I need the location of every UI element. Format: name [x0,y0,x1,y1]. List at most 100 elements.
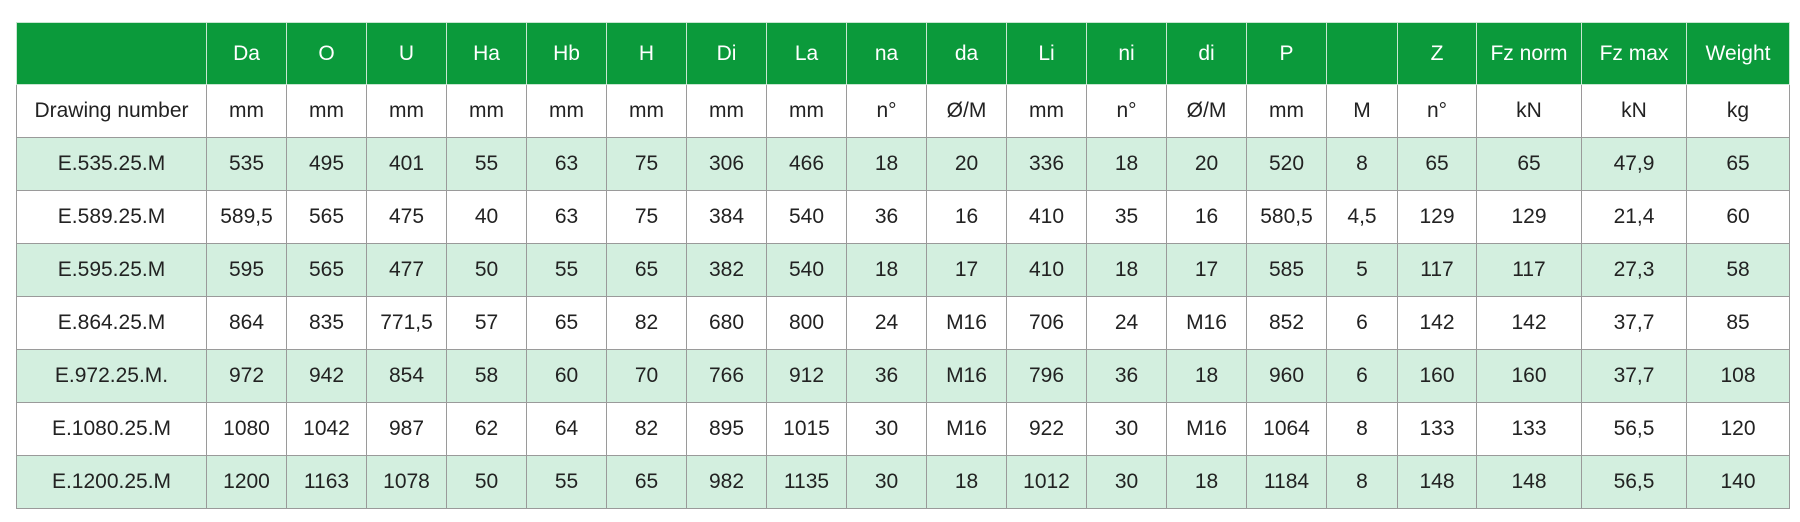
table-wrap: Da O U Ha Hb H Di La na da Li ni di P Z Fz norm Fz max We… [16,22,1790,509]
cell: 1064 [1246,402,1327,456]
cell: 942 [286,349,367,403]
cell: 410 [1006,190,1087,244]
cell: 410 [1006,243,1087,297]
cell: di [1166,22,1247,85]
cell: 18 [846,243,927,297]
cell: 129 [1397,190,1477,244]
cell: kN [1581,84,1687,138]
cell: 27,3 [1581,243,1687,297]
cell: 6 [1326,296,1398,350]
cell: 8 [1326,137,1398,191]
cell: n° [1086,84,1167,138]
cell: 75 [606,137,687,191]
cell: Ø/M [926,84,1007,138]
cell: 382 [686,243,767,297]
cell: mm [206,84,287,138]
cell: 1135 [766,455,847,509]
cell: 495 [286,137,367,191]
cell: 60 [1686,190,1790,244]
cell: 982 [686,455,767,509]
cell: 766 [686,349,767,403]
cell: 800 [766,296,847,350]
cell: 912 [766,349,847,403]
cell: 18 [1086,137,1167,191]
cell: 30 [1086,455,1167,509]
cell: 55 [446,137,527,191]
cell: 18 [1166,455,1247,509]
cell: Weight [1686,22,1790,85]
cell: M16 [926,402,1007,456]
cell: H [606,22,687,85]
cell: 24 [846,296,927,350]
cell: 854 [366,349,447,403]
cell: 835 [286,296,367,350]
cell: 65 [1397,137,1477,191]
cell: 477 [366,243,447,297]
cell: 1184 [1246,455,1327,509]
cell: 108 [1686,349,1790,403]
cell: 18 [1166,349,1247,403]
cell: 36 [1086,349,1167,403]
cell: 580,5 [1246,190,1327,244]
cell: 972 [206,349,287,403]
cell: 142 [1397,296,1477,350]
cell: M16 [926,296,1007,350]
cell: 57 [446,296,527,350]
cell: 37,7 [1581,296,1687,350]
cell: 466 [766,137,847,191]
cell: 6 [1326,349,1398,403]
cell: 401 [366,137,447,191]
cell: 1042 [286,402,367,456]
cell: 58 [1686,243,1790,297]
cell: 64 [526,402,607,456]
cell: 18 [1086,243,1167,297]
cell: M [1326,84,1398,138]
cell: 589,5 [206,190,287,244]
cell: E.972.25.M. [16,349,207,403]
cell: E.595.25.M [16,243,207,297]
cell: na [846,22,927,85]
cell: E.589.25.M [16,190,207,244]
cell: 160 [1397,349,1477,403]
cell: 60 [526,349,607,403]
cell: 384 [686,190,767,244]
cell: 595 [206,243,287,297]
cell: mm [366,84,447,138]
cell: 17 [1166,243,1247,297]
cell: 56,5 [1581,455,1687,509]
cell: da [926,22,1007,85]
data-row: E.972.25.M. 972 942 854 58 60 70 766 912 36 M16 796… [16,349,1790,403]
cell: 140 [1686,455,1790,509]
cell: 20 [1166,137,1247,191]
cell: 63 [526,137,607,191]
cell: Hb [526,22,607,85]
cell: 8 [1326,402,1398,456]
cell: Li [1006,22,1087,85]
cell [1326,22,1398,85]
cell: 771,5 [366,296,447,350]
cell: Ha [446,22,527,85]
cell: Da [206,22,287,85]
cell: mm [606,84,687,138]
cell: 922 [1006,402,1087,456]
cell: n° [1397,84,1477,138]
data-row: E.1080.25.M 1080 1042 987 62 64 82 895 1015 30 M16… [16,402,1790,456]
cell: 133 [1397,402,1477,456]
cell: 62 [446,402,527,456]
cell: 36 [846,190,927,244]
cell: 864 [206,296,287,350]
cell: 30 [846,402,927,456]
cell: 65 [606,243,687,297]
cell: 5 [1326,243,1398,297]
cell: 50 [446,455,527,509]
cell: 160 [1476,349,1582,403]
cell: 680 [686,296,767,350]
cell: 895 [686,402,767,456]
cell: 1078 [366,455,447,509]
cell: 565 [286,190,367,244]
cell: 17 [926,243,1007,297]
cell: 40 [446,190,527,244]
cell: E.1080.25.M [16,402,207,456]
cell: kN [1476,84,1582,138]
